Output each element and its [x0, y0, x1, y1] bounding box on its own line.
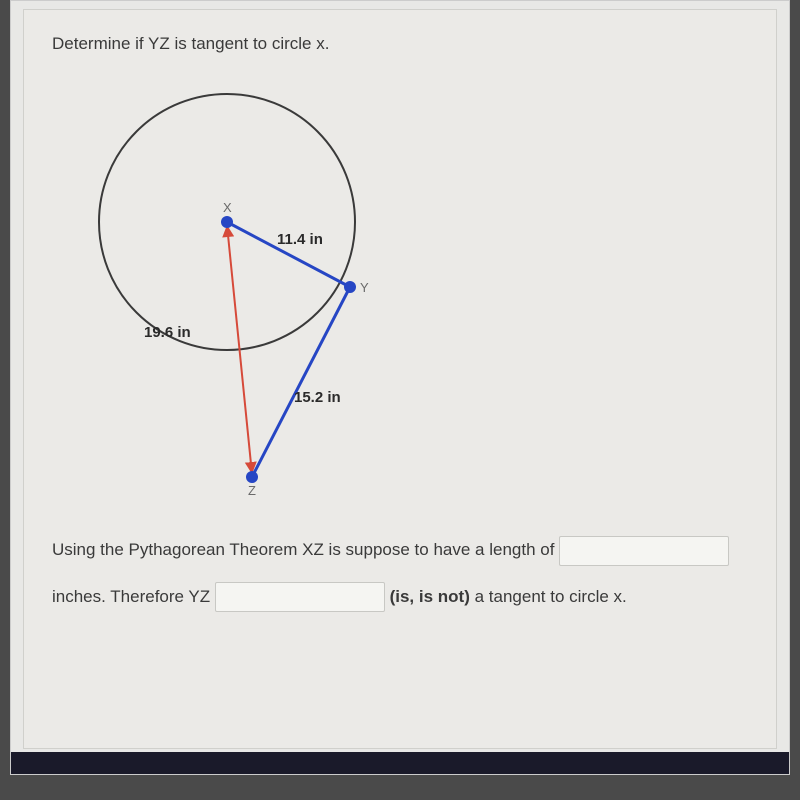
measure-yz: 15.2 in: [294, 389, 341, 406]
answer-text-1: Using the Pythagorean Theorem XZ is supp…: [52, 540, 554, 559]
answer-text-2b: (is, is not) a tangent to circle x.: [390, 587, 627, 606]
blank-length[interactable]: [559, 536, 729, 566]
measure-xy: 11.4 in: [277, 231, 323, 248]
measure-xz: 19.6 in: [144, 324, 191, 341]
point-y: [344, 281, 356, 293]
diagram-svg: X Y Z 11.4 in 19.6 in 15.2 in: [72, 72, 432, 512]
hint-bold: (is, is not): [390, 587, 470, 606]
question-prompt: Determine if YZ is tangent to circle x.: [52, 34, 748, 54]
geometry-diagram: X Y Z 11.4 in 19.6 in 15.2 in: [72, 72, 432, 512]
label-x: X: [223, 200, 232, 215]
bottom-bar: [11, 752, 789, 774]
point-x: [221, 216, 233, 228]
answer-section: Using the Pythagorean Theorem XZ is supp…: [52, 530, 748, 618]
answer-text-2a: inches. Therefore YZ: [52, 587, 210, 606]
answer-tail: a tangent to circle x.: [475, 587, 627, 606]
page-container: Determine if YZ is tangent to circle x.: [10, 0, 790, 775]
blank-isnot[interactable]: [215, 582, 385, 612]
answer-line-1: Using the Pythagorean Theorem XZ is supp…: [52, 530, 748, 571]
answer-line-2: inches. Therefore YZ (is, is not) a tang…: [52, 577, 748, 618]
label-y: Y: [360, 280, 369, 295]
label-z: Z: [248, 483, 256, 498]
segment-yz: [252, 287, 350, 477]
question-panel: Determine if YZ is tangent to circle x.: [23, 9, 777, 749]
point-z: [246, 471, 258, 483]
